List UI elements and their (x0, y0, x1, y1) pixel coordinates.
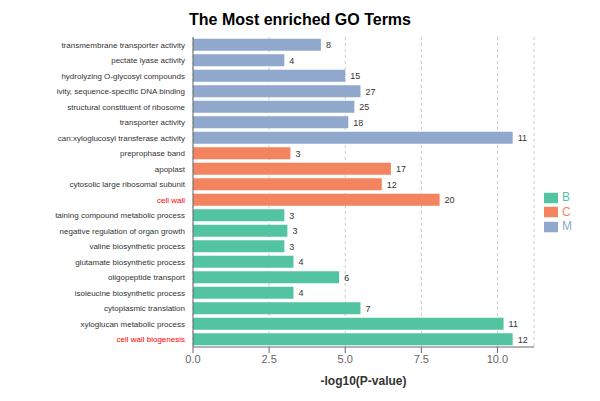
svg-text:12: 12 (518, 335, 528, 345)
svg-text:oligopeptide transport: oligopeptide transport (108, 273, 186, 282)
svg-text:17: 17 (396, 164, 406, 174)
html-text:M: M (562, 219, 572, 234)
svg-text:18: 18 (353, 118, 363, 128)
svg-text:7: 7 (365, 304, 370, 314)
svg-text:8: 8 (326, 40, 331, 50)
svg-text:cytosolic large ribosomal subu: cytosolic large ribosomal subunit (69, 180, 185, 189)
svg-text:cell wall: cell wall (157, 196, 185, 205)
svg-text:7.5: 7.5 (414, 353, 429, 365)
svg-text:20: 20 (445, 195, 455, 205)
svg-text:3: 3 (292, 226, 297, 236)
svg-text:structural constituent of ribo: structural constituent of ribosome (67, 103, 185, 112)
svg-text:10.0: 10.0 (487, 353, 508, 365)
svg-text:taining compound metabolic pro: taining compound metabolic process (55, 211, 185, 220)
svg-text:0.0: 0.0 (185, 353, 200, 365)
svg-text:3: 3 (295, 149, 300, 159)
svg-text:4: 4 (298, 257, 303, 267)
svg-text:11: 11 (509, 319, 518, 329)
svg-text:15: 15 (350, 71, 360, 81)
svg-text:preprophase band: preprophase band (120, 149, 185, 158)
svg-text:4: 4 (289, 56, 294, 66)
html-text:C: C (562, 204, 571, 219)
svg-text:3: 3 (289, 211, 294, 221)
svg-text:11: 11 (518, 133, 527, 143)
svg-text:12: 12 (387, 180, 397, 190)
svg-text:isoleucine biosynthetic proces: isoleucine biosynthetic process (75, 289, 185, 298)
svg-text:4: 4 (298, 288, 303, 298)
svg-text:27: 27 (365, 87, 375, 97)
svg-text:ivity, sequence-specific DNA b: ivity, sequence-specific DNA binding (57, 87, 185, 96)
svg-text:negative regulation of organ g: negative regulation of organ growth (60, 227, 185, 236)
svg-text:-log10(P-value): -log10(P-value) (320, 374, 406, 388)
svg-text:25: 25 (359, 102, 369, 112)
svg-text:apoplast: apoplast (155, 165, 186, 174)
svg-text:cell wall biogenesis: cell wall biogenesis (117, 335, 185, 344)
svg-text:transporter activity: transporter activity (120, 118, 185, 127)
svg-text:pectate lyase activity: pectate lyase activity (111, 56, 185, 65)
svg-text:cytoplasmic translation: cytoplasmic translation (104, 304, 185, 313)
html-text:The Most enriched GO Terms: The Most enriched GO Terms (189, 11, 411, 28)
svg-text:can:xyloglucosyl transferase a: can:xyloglucosyl transferase activity (58, 134, 185, 143)
svg-text:2.5: 2.5 (261, 353, 276, 365)
svg-text:valine biosynthetic process: valine biosynthetic process (89, 242, 185, 251)
svg-text:hydrolyzing O-glycosyl compoun: hydrolyzing O-glycosyl compounds (61, 72, 185, 81)
svg-text:5.0: 5.0 (338, 353, 353, 365)
svg-text:6: 6 (344, 273, 349, 283)
html-text:B: B (562, 189, 570, 204)
svg-text:3: 3 (289, 242, 294, 252)
svg-text:transmembrane transporter acti: transmembrane transporter activity (61, 41, 185, 50)
svg-text:glutamate biosynthetic process: glutamate biosynthetic process (75, 258, 185, 267)
svg-text:xyloglucan metabolic process: xyloglucan metabolic process (81, 320, 186, 329)
